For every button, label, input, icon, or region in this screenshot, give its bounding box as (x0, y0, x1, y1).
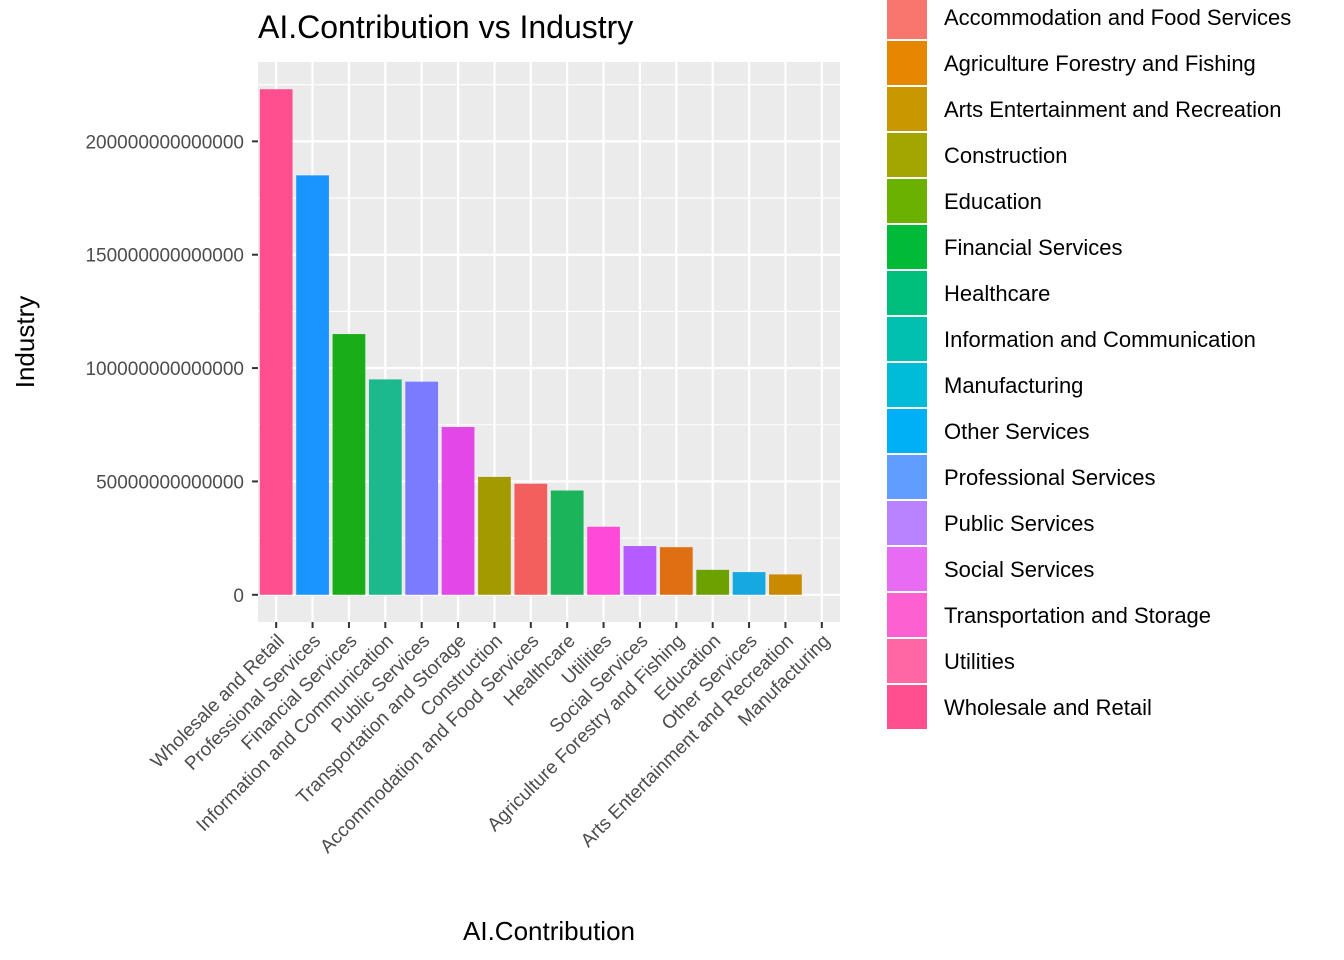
legend-label: Other Services (944, 419, 1090, 444)
chart-title: AI.Contribution vs Industry (258, 9, 633, 45)
legend: Accommodation and Food Services Agricultu… (885, 0, 1291, 731)
legend-key (885, 683, 929, 731)
y-tick-label: 200000000000000 (85, 132, 244, 153)
y-tick-label: 50000000000000 (96, 472, 244, 493)
legend-label: Social Services (944, 557, 1094, 582)
legend-key (885, 315, 929, 363)
y-axis: 0 50000000000000 100000000000000 1500000000… (85, 132, 258, 607)
bar-construction (478, 476, 511, 595)
legend-key (885, 499, 929, 547)
bar-financial-services (332, 334, 366, 595)
legend-label: Utilities (944, 649, 1015, 674)
legend-key (885, 361, 929, 409)
legend-key (885, 453, 929, 501)
legend-label: Financial Services (944, 235, 1123, 260)
y-tick-label: 100000000000000 (85, 359, 244, 380)
bar-social-services (623, 546, 657, 595)
legend-label: Information and Communication (944, 327, 1256, 352)
legend-label: Public Services (944, 511, 1094, 536)
bar-information-and-communication (368, 379, 402, 595)
bar-public-services (405, 381, 439, 595)
legend-key (885, 407, 929, 455)
y-axis-title: Industry (10, 296, 40, 389)
bar-agriculture-forestry-and-fishing (659, 547, 693, 595)
bar-wholesale-and-retail (259, 89, 293, 595)
legend-label: Transportation and Storage (944, 603, 1211, 628)
legend-key (885, 177, 929, 225)
x-axis-title: AI.Contribution (463, 916, 635, 946)
legend-key (885, 591, 929, 639)
bar-education (696, 569, 730, 595)
bar-other-services (732, 572, 766, 595)
legend-label: Construction (944, 143, 1068, 168)
y-tick-label: 0 (233, 586, 244, 607)
legend-key (885, 269, 929, 317)
legend-label: Professional Services (944, 465, 1156, 490)
legend-label: Healthcare (944, 281, 1050, 306)
legend-key (885, 131, 929, 179)
bar-utilities (587, 526, 620, 595)
legend-label: Arts Entertainment and Recreation (944, 97, 1282, 122)
bar-healthcare (550, 490, 584, 595)
legend-key (885, 637, 929, 685)
bar-arts-entertainment-and-recreation (769, 574, 802, 595)
bar-accommodation-and-food-services (514, 483, 548, 595)
bar-transportation-and-storage (441, 427, 475, 595)
legend-key (885, 545, 929, 593)
legend-key (885, 39, 929, 87)
legend-label: Manufacturing (944, 373, 1083, 398)
legend-label: Agriculture Forestry and Fishing (944, 51, 1256, 76)
bar-professional-services (296, 175, 329, 595)
legend-label: Wholesale and Retail (944, 695, 1152, 720)
legend-label: Accommodation and Food Services (944, 5, 1291, 30)
y-tick-label: 150000000000000 (85, 246, 244, 267)
legend-key (885, 223, 929, 271)
legend-key (885, 0, 929, 41)
legend-key (885, 85, 929, 133)
bars (259, 89, 802, 595)
legend-label: Education (944, 189, 1042, 214)
